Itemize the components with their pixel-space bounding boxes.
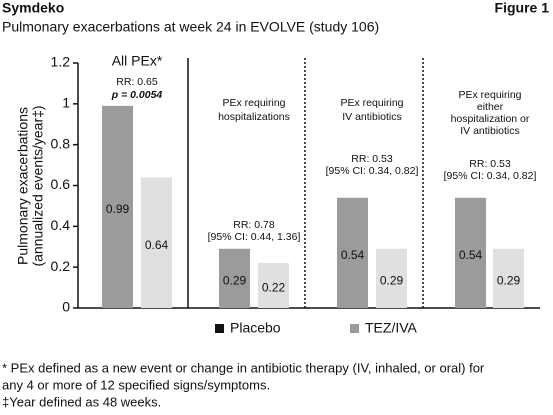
panel-label: IV antibiotics xyxy=(460,125,520,137)
legend-label: TEZ/IVA xyxy=(365,320,418,336)
bar xyxy=(258,263,289,308)
panel-stat: [95% CI: 0.44, 1.36] xyxy=(208,231,301,243)
bar xyxy=(376,248,407,308)
y-tick-label: 0.2 xyxy=(51,258,71,274)
panel-stat: RR: 0.53 xyxy=(351,153,393,165)
header: Symdeko xyxy=(2,0,64,16)
panel-stat: RR: 0.53 xyxy=(469,158,511,170)
y-tick-label: 0.4 xyxy=(51,217,71,233)
value-label: 0.29 xyxy=(380,274,404,288)
bar xyxy=(337,197,368,308)
value-label: 0.99 xyxy=(106,202,130,216)
panel-label: PEx requiring xyxy=(458,89,521,101)
legend-label: Placebo xyxy=(230,320,281,336)
footnote: * PEx defined as a new event or change i… xyxy=(2,360,485,375)
panel-label: All PEx* xyxy=(112,53,163,69)
value-label: 0.54 xyxy=(341,248,365,262)
value-label: 0.29 xyxy=(223,274,247,288)
panel-label: either xyxy=(477,101,504,113)
panel-label: hospitalizations xyxy=(218,111,290,123)
figure-label: Figure 1 xyxy=(495,0,550,16)
y-tick-label: 0.8 xyxy=(51,135,71,151)
panel-label: PEx requiring xyxy=(222,97,285,109)
chart-title: Pulmonary exacerbations at week 24 in EV… xyxy=(2,19,379,35)
y-axis-label: (annualized events/year‡) xyxy=(30,105,46,266)
legend-swatch xyxy=(215,324,224,333)
y-tick-label: 0.6 xyxy=(51,176,71,192)
panel-stat: [95% CI: 0.34, 0.82] xyxy=(326,165,419,177)
y-tick-label: 1.2 xyxy=(51,54,71,70)
value-label: 0.54 xyxy=(459,248,483,262)
footnote: any 4 or more of 12 specified signs/symp… xyxy=(2,377,270,392)
bar xyxy=(102,105,133,308)
y-tick-label: 1 xyxy=(62,95,70,111)
panel-label: IV antibiotics xyxy=(342,111,402,123)
value-label: 0.22 xyxy=(262,281,286,295)
bar xyxy=(493,248,524,308)
y-axis-label: Pulmonary exacerbations xyxy=(15,107,31,265)
panel-stat: [95% CI: 0.34, 0.82] xyxy=(444,170,537,182)
bar xyxy=(141,177,172,308)
bar xyxy=(455,197,486,308)
panel-stat: RR: 0.78 xyxy=(233,219,275,231)
value-label: 0.29 xyxy=(497,274,521,288)
footnote: ‡Year defined as 48 weeks. xyxy=(2,394,161,409)
y-tick-label: 0 xyxy=(62,299,70,315)
panel-label: hospitalization or xyxy=(451,113,530,125)
value-label: 0.64 xyxy=(145,238,169,252)
bar xyxy=(219,248,250,308)
panel-stat: RR: 0.65 xyxy=(116,76,158,88)
legend-swatch xyxy=(350,324,359,333)
panel-stat: p = 0.0054 xyxy=(111,89,163,101)
panel-label: PEx requiring xyxy=(340,97,403,109)
